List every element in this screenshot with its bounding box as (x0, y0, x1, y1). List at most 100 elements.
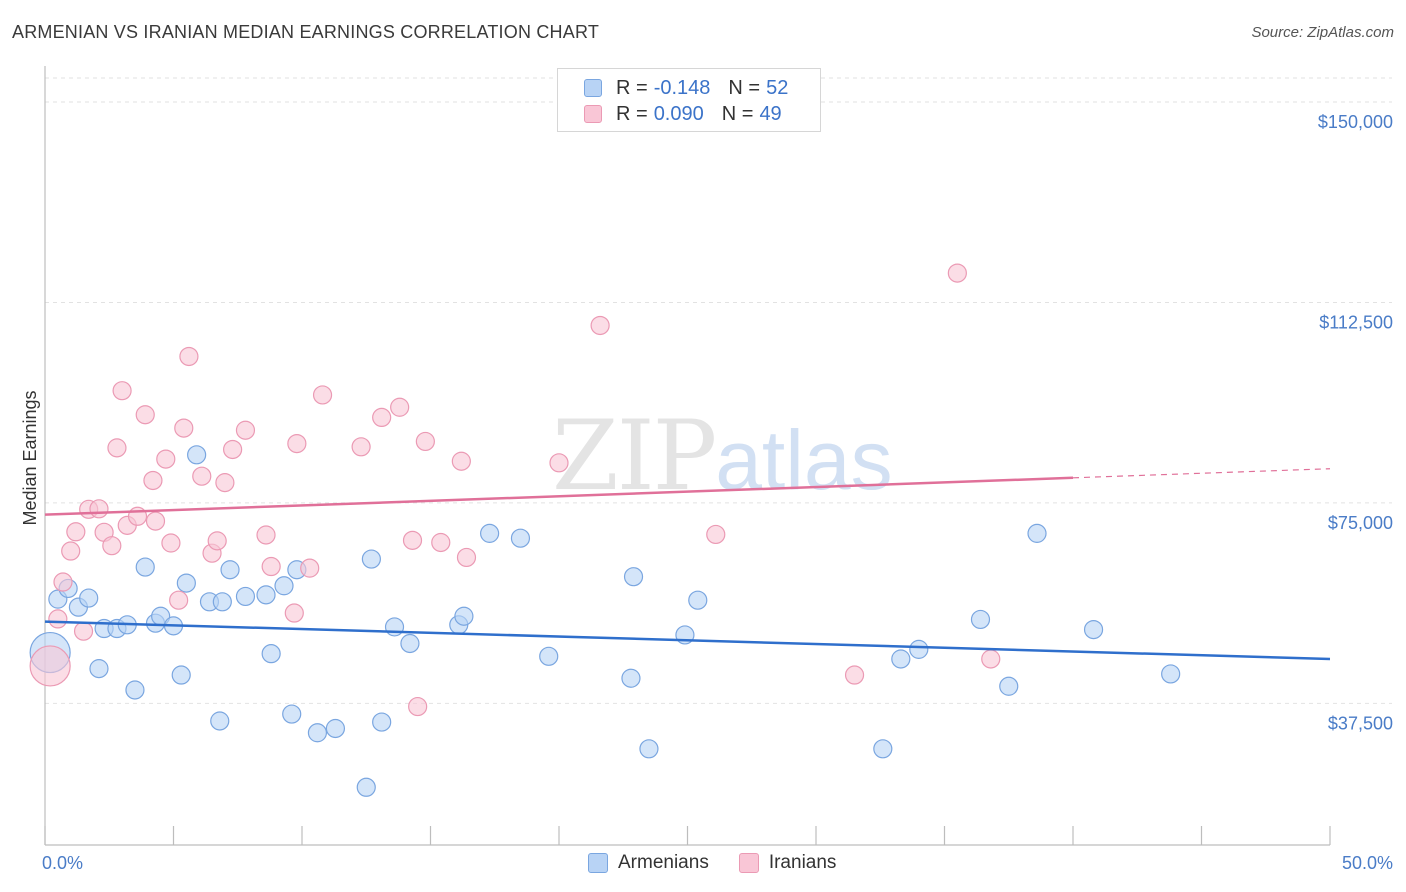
armenians-point (89, 659, 109, 679)
iranians-point (107, 438, 127, 458)
n-value: 49 (759, 102, 782, 125)
armenians-legend-swatch (588, 853, 608, 873)
iranians-point (235, 420, 256, 440)
armenians-point (539, 646, 559, 666)
r-value: 0.090 (653, 102, 704, 125)
r-label: R = (616, 102, 648, 125)
axes (44, 66, 1331, 846)
armenians-swatch (584, 79, 602, 97)
armenians-point (510, 528, 531, 548)
iranians-point (73, 621, 94, 641)
n-label: N = (728, 76, 761, 99)
iranians-point (947, 263, 967, 283)
x-tick-label-end: 50.0% (1342, 853, 1393, 873)
armenians-point (1083, 619, 1104, 640)
iranians-point (390, 397, 410, 417)
iranians-point (135, 405, 155, 425)
armenians-point (307, 723, 328, 743)
n-value: 52 (766, 76, 789, 99)
armenians-points (29, 445, 1181, 797)
iranians-point (89, 499, 109, 519)
legend-row-armenians: R = -0.148 N = 52 (584, 75, 788, 101)
iranians-point (284, 603, 304, 623)
y-tick-label: $37,500 (1328, 713, 1393, 733)
chart-title: ARMENIAN VS IRANIAN MEDIAN EARNINGS CORR… (12, 22, 600, 42)
armenians-point (891, 649, 911, 669)
iranians-point (256, 525, 276, 545)
iranians-point (61, 541, 81, 561)
armenians-point (621, 668, 641, 688)
iranians-point (402, 530, 423, 550)
trend-lines (44, 468, 1331, 661)
armenians-point (79, 588, 99, 608)
iranians-point (112, 381, 132, 401)
grid-lines (45, 77, 1392, 704)
iranians-point (431, 532, 451, 553)
armenians-point (261, 644, 281, 664)
iranians-point (415, 431, 435, 452)
armenians-point (361, 549, 381, 569)
legend-item-armenians[interactable]: Armenians (588, 852, 709, 874)
iranians-point (179, 346, 199, 367)
axis-labels: $37,500 $75,000 $112,500 $150,000 0.0% 50.0% M… (20, 112, 1393, 873)
source-label: Source: ZipAtlas.com (1251, 24, 1394, 41)
iranians-point (102, 536, 122, 556)
armenians-point (480, 523, 500, 543)
armenians-point (909, 639, 929, 659)
armenians-point (235, 586, 256, 607)
armenians-point (220, 560, 240, 580)
armenians-point (384, 617, 405, 637)
armenians-point (212, 592, 232, 612)
armenians-point (171, 665, 191, 685)
legend-item-iranians[interactable]: Iranians (738, 852, 836, 874)
iranians-swatch (584, 105, 602, 123)
iranians-point (156, 449, 176, 469)
n-label: N = (721, 102, 754, 125)
armenians-point (256, 585, 276, 605)
legend-row-iranians: R = 0.090 N = 49 (584, 101, 782, 127)
iranians-points (29, 263, 1001, 717)
iranians-point (549, 453, 569, 473)
iranians-legend-swatch (738, 853, 759, 873)
stats-legend: R = -0.148 N = 52 R = 0.090 N = 49 (557, 68, 821, 132)
armenians-point (639, 739, 659, 759)
iranians-point (451, 451, 471, 471)
iranians-trend-line (44, 476, 1074, 516)
armenians-trend-line (44, 620, 1331, 661)
iranians-point (456, 547, 477, 568)
iranians-point (66, 522, 86, 542)
iranians-point (706, 524, 726, 545)
y-tick-label: $75,000 (1328, 513, 1393, 533)
iranians-point (590, 315, 610, 336)
armenians-point (135, 557, 155, 577)
armenians-point (356, 777, 376, 797)
armenians-point (1161, 664, 1181, 684)
iranians-trend-extension (1072, 468, 1331, 479)
armenians-point (125, 680, 145, 700)
iranians-point (351, 437, 371, 457)
legend-label-armenians: Armenians (618, 852, 709, 873)
iranians-point (29, 645, 71, 687)
iranians-point (215, 473, 235, 493)
armenians-point (873, 739, 893, 759)
iranians-point (145, 511, 166, 531)
iranians-point (48, 609, 68, 629)
armenians-point (999, 676, 1019, 696)
iranians-point (312, 385, 333, 405)
iranians-point (161, 533, 181, 553)
iranians-point (169, 590, 189, 610)
r-value: -0.148 (653, 76, 711, 99)
armenians-point (176, 573, 196, 593)
y-axis-label: Median Earnings (20, 390, 40, 525)
iranians-point (174, 418, 194, 438)
iranians-point (192, 466, 212, 486)
watermark-atlas: atlas (715, 413, 893, 507)
armenians-point (688, 590, 708, 610)
iranians-point (53, 572, 73, 592)
iranians-point (207, 531, 227, 551)
y-tick-label: $112,500 (1319, 312, 1393, 332)
iranians-point (143, 470, 163, 491)
iranians-point (408, 696, 428, 717)
armenians-point (400, 633, 420, 654)
